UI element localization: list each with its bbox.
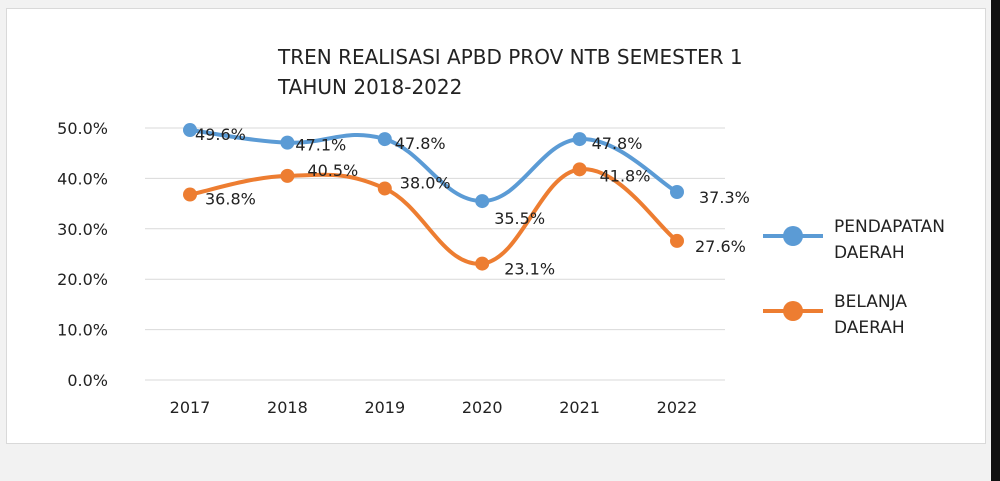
data-label: 38.0%	[400, 173, 451, 192]
legend-marker	[783, 226, 803, 246]
data-point	[572, 132, 587, 147]
x-tick-label: 2022	[657, 398, 698, 417]
data-label: 41.8%	[600, 166, 651, 185]
legend-label: DAERAH	[834, 243, 905, 263]
x-tick-label: 2017	[170, 398, 211, 417]
y-tick-label: 40.0%	[57, 169, 108, 188]
data-label: 47.8%	[395, 134, 446, 153]
data-point	[475, 256, 490, 271]
data-label: 23.1%	[504, 260, 555, 279]
data-point	[280, 135, 295, 150]
legend-marker	[783, 301, 803, 321]
data-label: 47.8%	[592, 134, 643, 153]
data-point	[670, 185, 684, 200]
x-tick-label: 2021	[559, 398, 600, 417]
x-tick-label: 2018	[267, 398, 308, 417]
y-tick-label: 0.0%	[67, 371, 108, 390]
data-point	[377, 181, 392, 196]
data-point	[377, 132, 392, 147]
data-label: 37.3%	[699, 188, 750, 207]
x-tick-label: 2020	[462, 398, 503, 417]
y-tick-label: 30.0%	[57, 220, 108, 239]
data-label: 35.5%	[494, 209, 545, 228]
chart-title-line1: TREN REALISASI APBD PROV NTB SEMESTER 1	[277, 45, 743, 69]
legend-label: DAERAH	[834, 318, 905, 338]
data-label: 49.6%	[195, 125, 246, 144]
data-point	[183, 187, 197, 202]
y-tick-label: 50.0%	[57, 119, 108, 138]
data-point	[183, 123, 197, 138]
data-point	[475, 194, 490, 209]
legend-label: BELANJA	[834, 292, 907, 312]
data-label: 47.1%	[295, 136, 346, 155]
data-point	[572, 162, 587, 177]
chart-area	[6, 8, 986, 444]
data-point	[670, 233, 684, 248]
data-point	[280, 168, 295, 183]
legend-label: PENDAPATAN	[834, 217, 945, 237]
data-label: 27.6%	[695, 237, 746, 256]
chart-title-line2: TAHUN 2018-2022	[277, 75, 462, 99]
data-label: 40.5%	[307, 161, 358, 180]
x-tick-label: 2019	[364, 398, 405, 417]
screen-edge	[991, 0, 1000, 481]
y-tick-label: 10.0%	[57, 321, 108, 340]
y-tick-label: 20.0%	[57, 270, 108, 289]
data-label: 36.8%	[205, 190, 256, 209]
